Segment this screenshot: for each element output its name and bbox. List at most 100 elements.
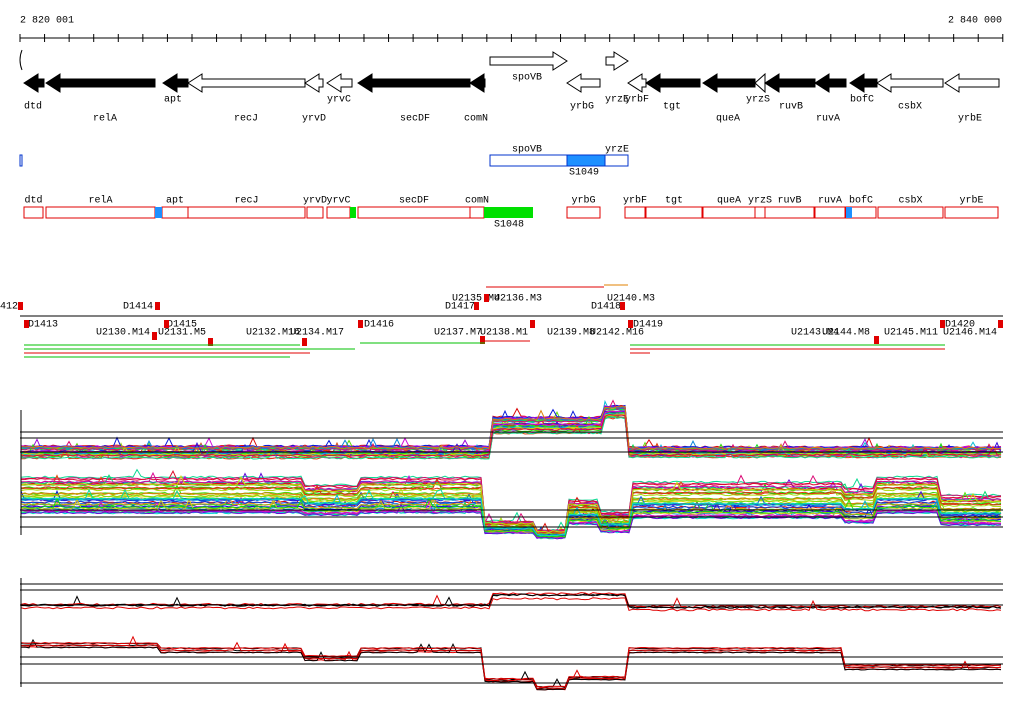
feature-flag (620, 302, 625, 310)
feature-label: U2136.M3 (494, 294, 542, 305)
gene-arrow (814, 73, 847, 93)
feature-label: U2146.M14 (943, 328, 997, 339)
gene-arrow (645, 73, 701, 93)
gene-label: yrvD (302, 114, 326, 125)
segment-name: ruvA (818, 196, 842, 207)
segment (161, 206, 189, 219)
feature-label: U2144.M8 (822, 328, 870, 339)
gene-label: yrzE (605, 95, 629, 106)
feature-label: D1417 (445, 302, 475, 313)
gene-label: dtd (24, 101, 42, 113)
segment-name: yrbG (571, 195, 595, 207)
segment-highlight (484, 207, 533, 218)
trace (20, 592, 1002, 608)
feature-label: D1412 (0, 302, 18, 313)
feature-label: U2130.M14 (96, 328, 150, 339)
segment-name: queA (717, 196, 741, 207)
partial-arrow (19, 49, 23, 71)
feature-label: D1418 (591, 302, 621, 313)
segment-name: bofC (849, 195, 873, 207)
segment-fill (350, 207, 356, 218)
gene-label: bofC (850, 94, 874, 106)
segment (754, 206, 766, 219)
segment-label: S1049 (569, 168, 599, 179)
feature-flag (302, 338, 307, 346)
ruler-end: 2 840 000 (948, 16, 1002, 27)
feature-flag (164, 320, 169, 328)
trace (20, 495, 1002, 537)
segment (23, 206, 44, 219)
trace (20, 489, 1002, 537)
gene-label: yrzS (746, 95, 770, 106)
gene-arrow (489, 51, 568, 71)
gene-label: yrbF (625, 94, 649, 106)
segment-name: secDF (399, 196, 429, 207)
segment-name: csbX (898, 195, 922, 207)
trace (20, 597, 1002, 612)
feature-label: D1420 (945, 320, 975, 331)
ruler-start: 2 820 001 (20, 16, 74, 27)
feature-label: U2142.M16 (590, 328, 644, 339)
transcript-label: yrzE (605, 145, 629, 156)
feature-flag (208, 338, 213, 346)
feature-label: D1414 (123, 302, 153, 313)
feature-flag (530, 320, 535, 328)
trace (20, 500, 1002, 539)
feature-flag (155, 302, 160, 310)
trace (20, 405, 1002, 450)
trace (20, 641, 1002, 688)
segment (357, 206, 471, 219)
trace (20, 497, 1001, 538)
trace (20, 494, 1002, 538)
gene-label: ruvA (816, 114, 840, 125)
trace (21, 593, 1002, 609)
segment (306, 206, 324, 219)
feature-flag (940, 320, 945, 328)
segment-label: S1048 (494, 220, 524, 231)
feature-label: U2143.M4 (791, 328, 839, 339)
gene-label: tgt (663, 102, 681, 113)
feature-label: U2135.M4 (452, 294, 500, 305)
trace (20, 406, 1002, 450)
gene-label: yrbE (958, 113, 982, 125)
feature-label: U2140.M3 (607, 294, 655, 305)
gene-arrow (605, 51, 629, 71)
trace (20, 399, 1002, 452)
gene-label: apt (164, 95, 182, 106)
feature-flag (480, 336, 485, 344)
gene-label: spoVB (512, 73, 542, 84)
trace (20, 413, 1002, 456)
segment-fill (155, 207, 162, 218)
gene-label: relA (93, 113, 117, 125)
segment (764, 206, 815, 219)
trace (21, 503, 1002, 540)
segment (187, 206, 306, 219)
gene-label: yrbG (570, 101, 594, 113)
gene-label: recJ (234, 114, 258, 125)
segment (877, 206, 944, 219)
feature-label: U2139.M8 (547, 328, 595, 339)
segment-name: yrzS (748, 196, 772, 207)
gene-arrow (566, 73, 601, 93)
segment (326, 206, 351, 219)
segment-name: yrbE (959, 195, 983, 207)
segment (702, 206, 756, 219)
trace (20, 416, 1002, 460)
segment-name: recJ (234, 196, 258, 207)
segment-name: yrbF (623, 195, 647, 207)
trace (20, 474, 1002, 534)
segment (645, 206, 703, 219)
feature-flag (998, 320, 1003, 328)
segment (944, 206, 999, 219)
transcript (604, 154, 629, 167)
feature-flag (474, 302, 479, 310)
gene-label: comN (464, 114, 488, 125)
gene-arrow (304, 73, 324, 93)
gene-arrow (944, 73, 1000, 93)
feature-flag (628, 320, 633, 328)
transcript-segment (566, 154, 606, 167)
segment-name: dtd (24, 195, 42, 207)
segment-name: yrvC (326, 196, 350, 207)
trace (20, 638, 1002, 691)
